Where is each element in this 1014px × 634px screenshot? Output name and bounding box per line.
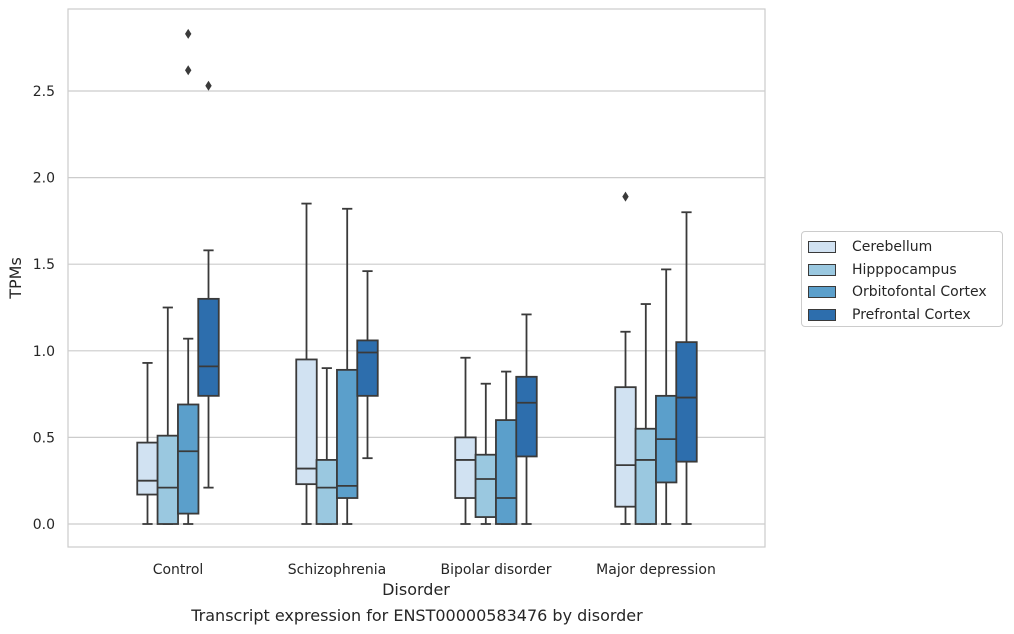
iqr-box bbox=[634, 427, 657, 525]
box-hipppocampus-2 bbox=[474, 382, 497, 525]
legend-item-prefrontal: Prefrontal Cortex bbox=[808, 304, 1002, 327]
iqr-box bbox=[356, 339, 379, 397]
plot-frame bbox=[67, 8, 766, 548]
iqr-box bbox=[315, 459, 338, 525]
y-tick-labels: 0.0 0.5 1.0 1.5 2.0 2.5 bbox=[33, 84, 55, 533]
outlier-point bbox=[622, 191, 629, 202]
legend-item-orbitofrontal: Orbitofontal Cortex bbox=[808, 281, 1002, 304]
box-prefrontal-cortex-3 bbox=[675, 211, 698, 525]
legend-label-cerebellum: Cerebellum bbox=[852, 239, 933, 256]
iqr-box bbox=[454, 436, 477, 499]
box-hipppocampus-0 bbox=[156, 306, 179, 525]
x-tick-label: Schizophrenia bbox=[288, 562, 386, 578]
box-cerebellum-3 bbox=[614, 191, 637, 525]
iqr-box bbox=[474, 453, 497, 518]
box-hipppocampus-1 bbox=[315, 367, 338, 525]
box-layer bbox=[136, 28, 698, 525]
iqr-box bbox=[156, 434, 179, 525]
x-tick-labels: Control Schizophrenia Bipolar disorder Majo… bbox=[153, 562, 716, 578]
legend-label-hippocampus: Hipppocampus bbox=[852, 261, 957, 278]
box-cerebellum-2 bbox=[454, 356, 477, 525]
x-axis-title: Disorder bbox=[382, 580, 450, 599]
legend-swatch-hippocampus bbox=[808, 263, 836, 276]
legend-label-prefrontal: Prefrontal Cortex bbox=[852, 307, 971, 324]
y-tick-label: 0.0 bbox=[33, 517, 55, 533]
iqr-box bbox=[495, 419, 518, 525]
x-tick-label: Control bbox=[153, 562, 204, 578]
iqr-box bbox=[614, 386, 637, 508]
iqr-box bbox=[515, 375, 538, 458]
iqr-box bbox=[177, 403, 200, 515]
box-prefrontal-cortex-1 bbox=[356, 270, 379, 460]
y-tick-label: 1.0 bbox=[33, 344, 55, 360]
iqr-box bbox=[197, 297, 220, 397]
legend-swatch-orbitofrontal bbox=[808, 286, 836, 299]
iqr-box bbox=[675, 341, 698, 463]
outlier-point bbox=[205, 80, 212, 91]
box-orbitofontal-cortex-2 bbox=[495, 370, 518, 525]
y-tick-label: 0.5 bbox=[33, 430, 55, 446]
x-tick-label: Major depression bbox=[596, 562, 716, 578]
legend-swatch-cerebellum bbox=[808, 241, 836, 254]
y-tick-label: 2.5 bbox=[33, 84, 55, 100]
iqr-box bbox=[295, 358, 318, 486]
outlier-point bbox=[185, 28, 192, 39]
box-prefrontal-cortex-0 bbox=[197, 80, 220, 489]
legend: Cerebellum Hipppocampus Orbitofontal Cor… bbox=[801, 231, 1003, 327]
figure-caption: Transcript expression for ENST0000058347… bbox=[191, 606, 643, 625]
box-cerebellum-1 bbox=[295, 202, 318, 525]
iqr-box bbox=[336, 368, 359, 499]
x-tick-label: Bipolar disorder bbox=[440, 562, 551, 578]
outlier-point bbox=[185, 65, 192, 76]
box-orbitofontal-cortex-3 bbox=[655, 268, 678, 525]
legend-item-hippocampus: Hipppocampus bbox=[808, 259, 1002, 282]
legend-swatch-prefrontal bbox=[808, 309, 836, 322]
box-orbitofontal-cortex-0 bbox=[177, 28, 200, 525]
box-cerebellum-0 bbox=[136, 362, 159, 525]
y-axis-title: TPMs bbox=[6, 257, 25, 300]
legend-label-orbitofrontal: Orbitofontal Cortex bbox=[852, 284, 987, 301]
y-tick-label: 2.0 bbox=[33, 171, 55, 187]
legend-item-cerebellum: Cerebellum bbox=[808, 236, 1002, 259]
box-prefrontal-cortex-2 bbox=[515, 313, 538, 525]
box-hipppocampus-3 bbox=[634, 303, 657, 525]
box-orbitofontal-cortex-1 bbox=[336, 207, 359, 525]
iqr-box bbox=[136, 441, 159, 496]
y-tick-label: 1.5 bbox=[33, 257, 55, 273]
